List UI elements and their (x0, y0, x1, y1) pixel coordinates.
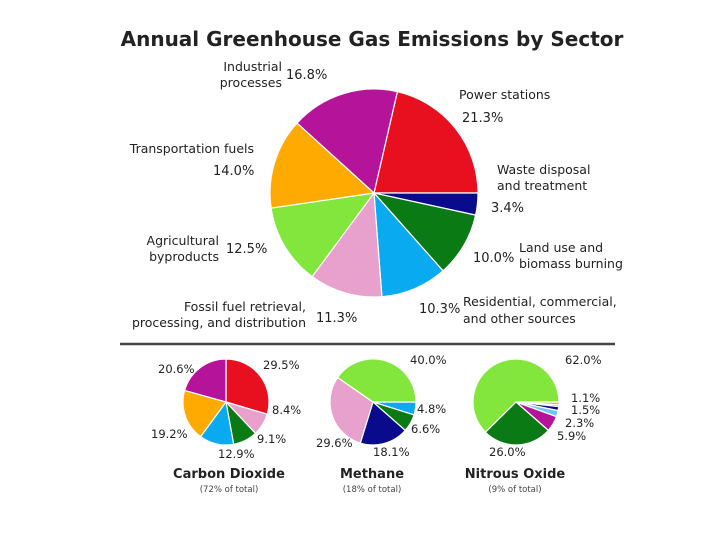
n2o-value-landuse: 26.0% (489, 445, 526, 459)
main-slice-agricultural (270, 192, 376, 278)
main-pie-chart (269, 88, 479, 298)
methane-values: 40.0% 4.8% 6.6% 18.1% 29.6% (316, 353, 447, 459)
value-power: 21.3% (462, 111, 503, 126)
n2o-value-waste: 1.5% (571, 403, 600, 417)
label-residential-line1: Residential, commercial, (463, 294, 617, 309)
value-landuse: 10.0% (473, 251, 514, 266)
value-waste: 3.4% (491, 201, 524, 216)
n2o-slice-agricultural (472, 358, 560, 434)
n2o-value-industrial: 5.9% (557, 429, 586, 443)
co2-subtitle: (72% of total) (200, 485, 259, 495)
label-landuse-line1: Land use and (519, 240, 603, 255)
co2-value-residential: 12.9% (218, 447, 255, 461)
label-landuse-line2: biomass burning (519, 256, 623, 271)
n2o-value-lightblue: 2.3% (565, 416, 594, 430)
label-industrial-line2: processes (220, 75, 282, 90)
ch4-value-agricultural: 40.0% (410, 353, 447, 367)
co2-value-transport: 19.2% (151, 427, 188, 441)
n2o-value-transport: 1.1% (571, 391, 600, 405)
main-slice-industrial (296, 88, 399, 195)
label-agricultural-line1: Agricultural (147, 233, 219, 248)
label-power: Power stations (459, 87, 550, 102)
carbon-dioxide-pie (182, 358, 270, 446)
value-industrial: 16.8% (286, 68, 327, 83)
co2-slice-industrial (183, 358, 227, 403)
label-waste-line2: and treatment (497, 178, 587, 193)
label-waste-line1: Waste disposal (497, 162, 590, 177)
ch4-value-fossil: 29.6% (316, 436, 353, 450)
label-residential-line2: and other sources (463, 311, 576, 326)
label-industrial-line1: Industrial (223, 59, 282, 74)
ch4-value-residential: 4.8% (417, 402, 446, 416)
co2-title: Carbon Dioxide (173, 467, 285, 482)
co2-value-landuse: 9.1% (257, 432, 286, 446)
co2-slice-transport (182, 389, 227, 438)
main-slice-transport (269, 122, 376, 209)
n2o-slice-landuse (484, 401, 550, 446)
main-chart-title: Annual Greenhouse Gas Emissions by Secto… (121, 27, 624, 51)
ch4-value-waste: 18.1% (373, 445, 410, 459)
ch4-slice-fossil (329, 376, 374, 444)
carbon-dioxide-values: 29.5% 8.4% 9.1% 12.9% 19.2% 20.6% (151, 358, 301, 461)
value-fossil: 11.3% (316, 311, 357, 326)
main-slice-fossil (311, 191, 383, 298)
co2-slice-power (225, 358, 270, 415)
n2o-subtitle: (9% of total) (488, 485, 541, 495)
co2-value-fossil: 8.4% (272, 403, 301, 417)
ch4-value-landuse: 6.6% (411, 422, 440, 436)
value-residential: 10.3% (419, 302, 460, 317)
value-agricultural: 12.5% (226, 242, 267, 257)
main-slice-power (373, 90, 479, 194)
nitrous-oxide-pie (472, 358, 560, 446)
co2-value-industrial: 20.6% (158, 362, 195, 376)
nitrous-oxide-values: 62.0% 1.1% 1.5% 2.3% 5.9% 26.0% (489, 353, 602, 459)
methane-pie (329, 358, 417, 446)
label-fossil-line1: Fossil fuel retrieval, (184, 299, 306, 314)
main-pie-labels: Industrial processes 16.8% Power station… (129, 59, 623, 330)
n2o-value-agricultural: 62.0% (565, 353, 602, 367)
ch4-title: Methane (340, 467, 404, 482)
value-transport: 14.0% (213, 164, 254, 179)
n2o-title: Nitrous Oxide (465, 467, 566, 482)
label-agricultural-line2: byproducts (149, 249, 219, 264)
ch4-slice-agricultural (336, 358, 417, 403)
ch4-subtitle: (18% of total) (343, 485, 402, 495)
ch4-slice-waste (359, 400, 407, 446)
label-transport: Transportation fuels (129, 141, 254, 156)
co2-value-power: 29.5% (263, 358, 300, 372)
label-fossil-line2: processing, and distribution (132, 315, 306, 330)
